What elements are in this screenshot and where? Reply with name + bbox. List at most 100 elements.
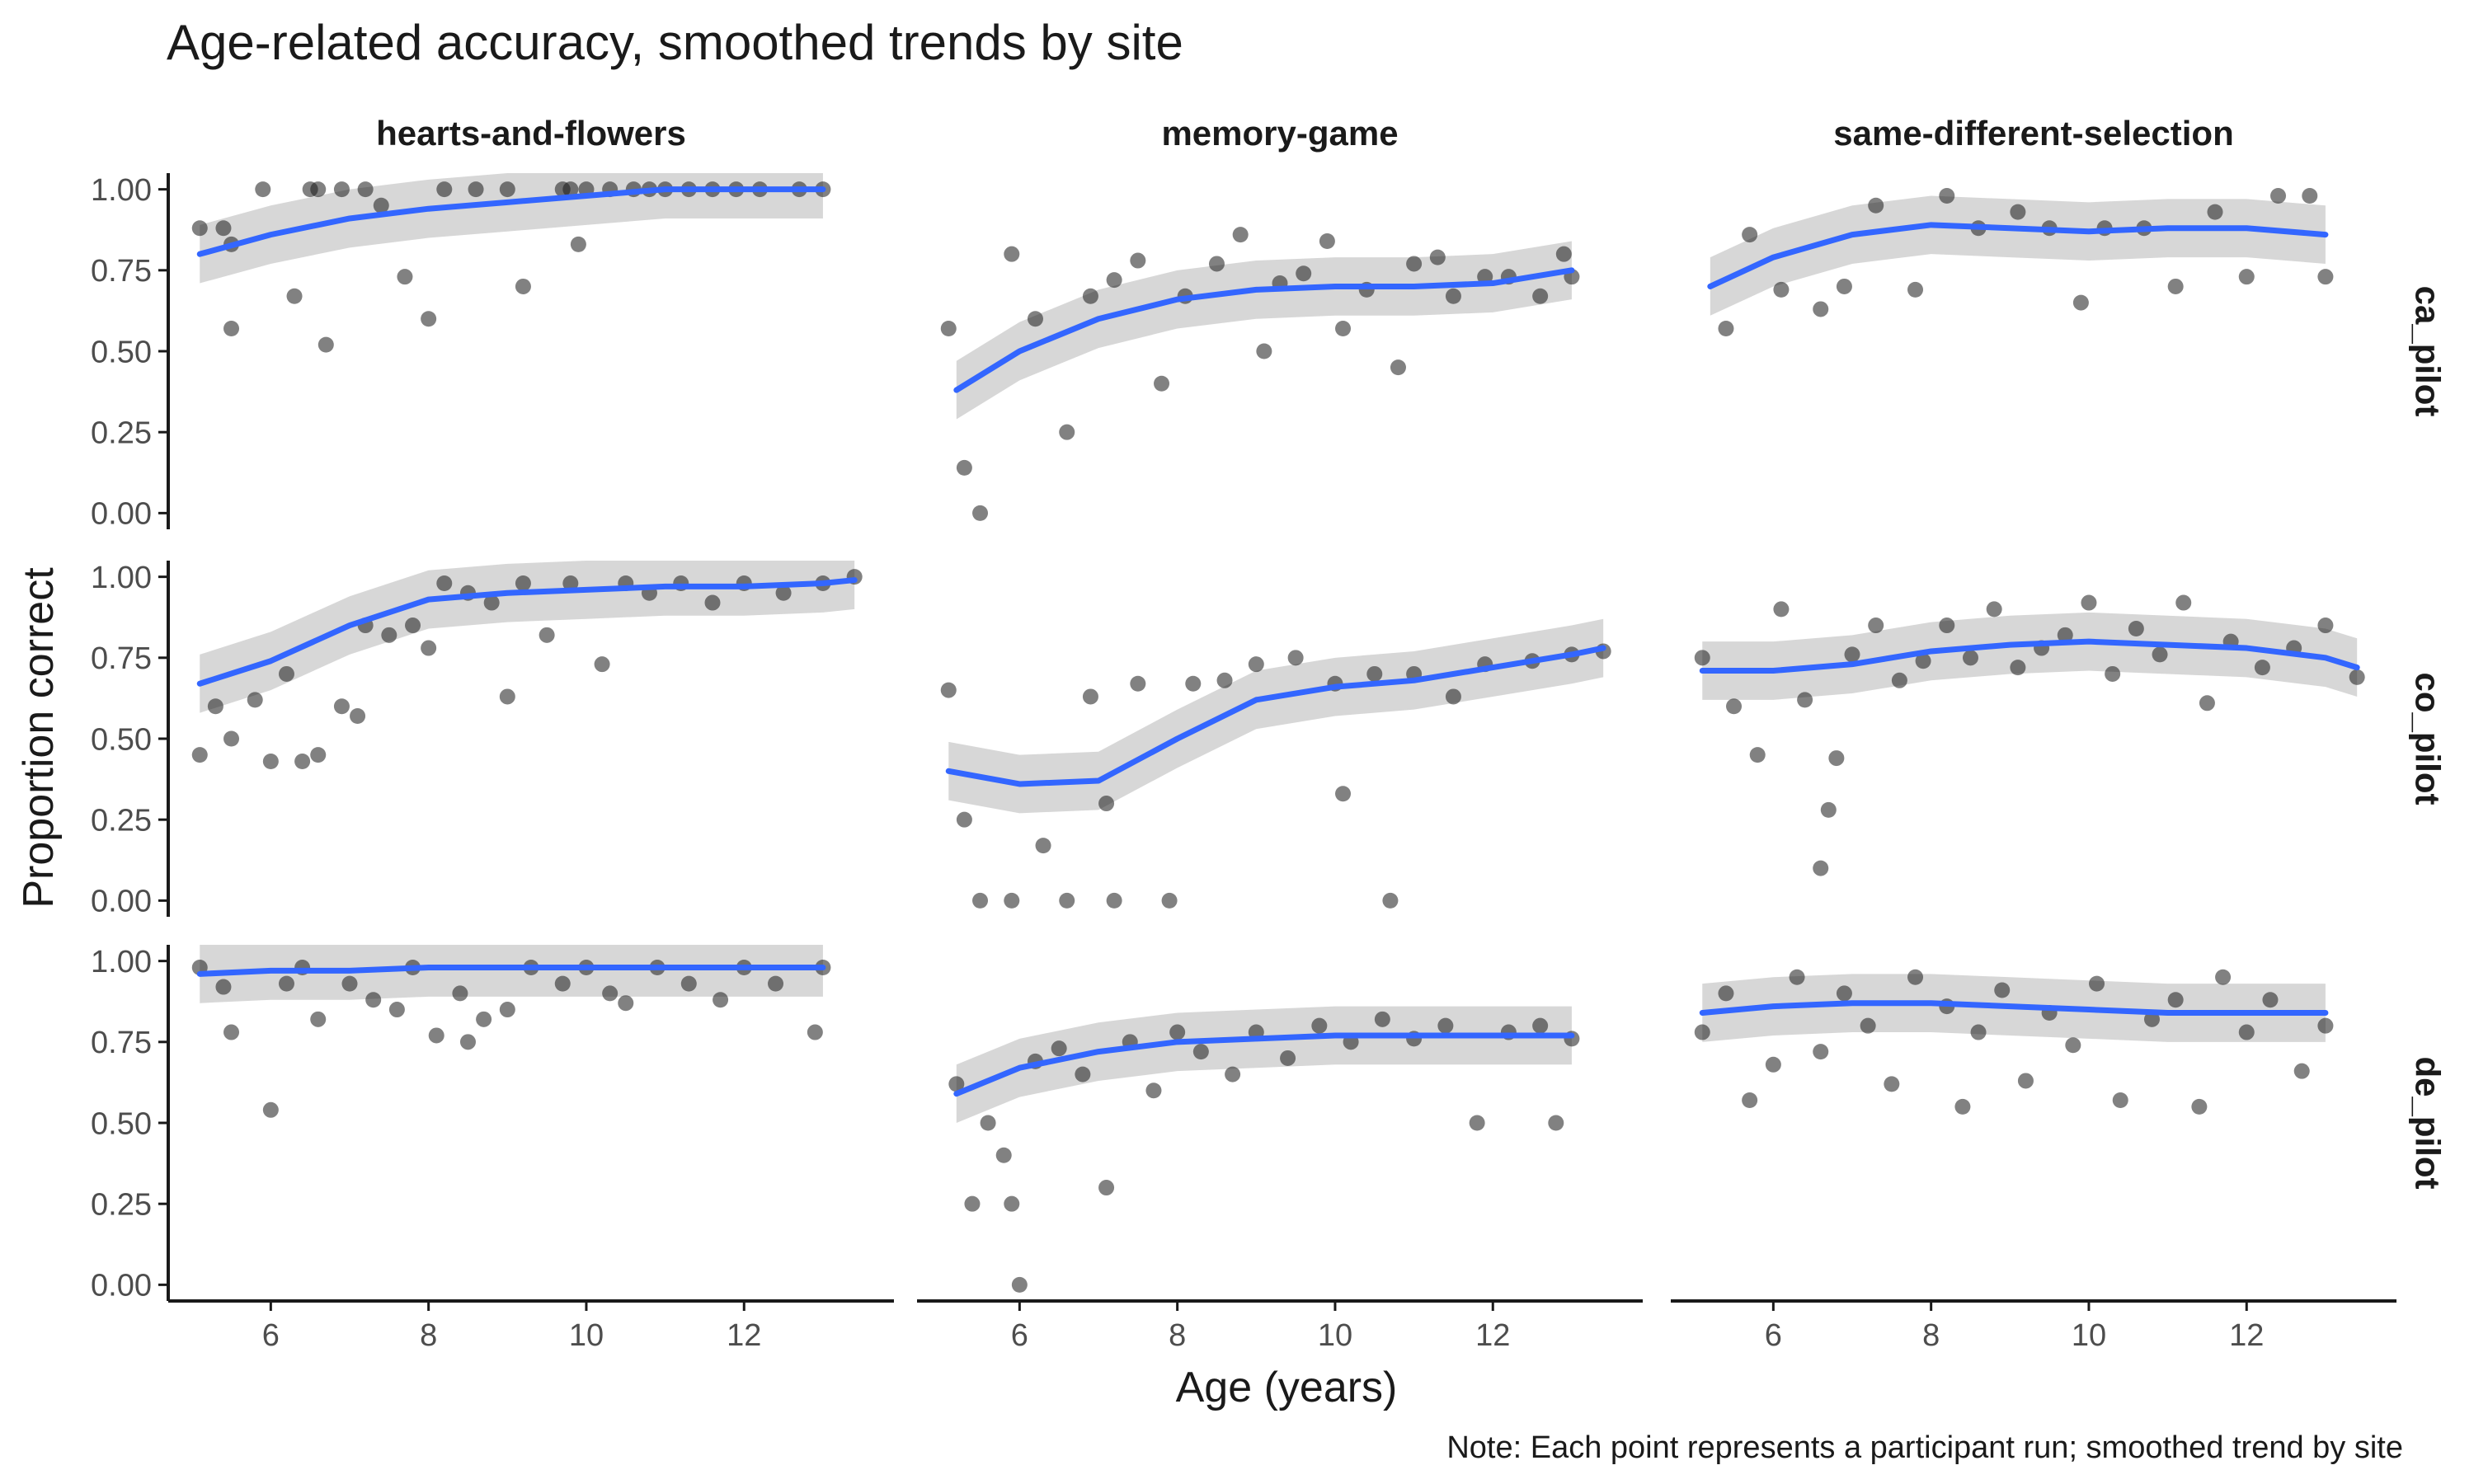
trend-line	[1699, 638, 2360, 674]
data-point	[333, 698, 350, 715]
data-point	[262, 1101, 279, 1118]
data-point	[515, 278, 531, 294]
data-point	[1335, 786, 1352, 802]
chart-title: Age-related accuracy, smoothed trends by…	[167, 15, 1183, 70]
trend-line	[1699, 1000, 2329, 1016]
data-point	[1844, 646, 1860, 663]
data-point	[1390, 359, 1406, 376]
data-point	[1130, 675, 1146, 692]
data-point	[1986, 601, 2002, 618]
data-point	[1694, 1024, 1710, 1040]
data-point	[768, 975, 784, 992]
data-point	[310, 181, 327, 198]
x-tick-label: 10	[2072, 1318, 2106, 1353]
data-point	[1860, 1017, 1876, 1034]
data-point	[499, 181, 515, 198]
data-point	[1374, 1011, 1390, 1027]
data-point	[1011, 1276, 1028, 1293]
data-point	[2349, 669, 2365, 685]
data-point	[2238, 1024, 2255, 1040]
trend-line	[953, 1032, 1575, 1097]
data-point	[1868, 618, 1884, 634]
data-point	[1319, 232, 1335, 249]
data-point	[278, 665, 294, 682]
data-point	[207, 698, 223, 715]
data-point	[2302, 187, 2318, 204]
data-point	[2010, 204, 2026, 220]
data-point	[436, 575, 453, 591]
y-tick-label: 0.25	[91, 416, 152, 450]
data-point	[562, 575, 579, 591]
data-point	[468, 181, 484, 198]
data-point	[713, 992, 729, 1008]
data-point	[2128, 620, 2144, 636]
data-point	[1970, 1024, 1987, 1040]
data-point	[956, 811, 972, 828]
data-point	[1749, 747, 1766, 763]
data-point	[2105, 665, 2121, 682]
data-point	[1169, 1024, 1186, 1040]
x-tick-label: 10	[569, 1318, 604, 1353]
data-point	[1994, 982, 2011, 998]
data-point	[1718, 321, 1734, 337]
data-point	[381, 627, 397, 643]
data-point	[191, 220, 208, 237]
data-point	[1098, 1180, 1115, 1196]
data-point	[1145, 1082, 1162, 1099]
data-point	[436, 181, 453, 198]
data-point	[459, 1034, 476, 1050]
data-point	[1075, 1066, 1091, 1082]
y-tick-label: 1.00	[91, 945, 152, 979]
trend-line	[945, 645, 1606, 787]
data-point	[775, 585, 792, 601]
panel-memory-game-co_pilot	[940, 618, 1611, 909]
x-tick-label: 10	[1318, 1318, 1352, 1353]
data-point	[2199, 695, 2215, 711]
data-point	[278, 975, 294, 992]
trend-line	[196, 186, 826, 257]
data-point	[1296, 265, 1312, 282]
trend-line	[953, 267, 1575, 393]
data-point	[539, 627, 555, 643]
data-point	[1469, 1115, 1485, 1131]
y-tick-label: 0.50	[91, 722, 152, 757]
data-point	[286, 288, 303, 304]
x-tick-label: 6	[1011, 1318, 1028, 1353]
panel-memory-game-de_pilot	[948, 1006, 1580, 1293]
column-strip-label: same-different-selection	[1833, 114, 2233, 153]
data-point	[2317, 618, 2334, 634]
data-point	[1445, 688, 1461, 705]
data-point	[1765, 1056, 1781, 1073]
y-axis-title: Proportion correct	[15, 567, 63, 909]
chart-caption: Note: Each point represents a participan…	[1446, 1430, 2403, 1465]
data-point	[515, 575, 531, 591]
data-point	[940, 321, 957, 337]
data-point	[365, 992, 382, 1008]
data-point	[1954, 1098, 1971, 1115]
data-point	[1962, 650, 1978, 666]
confidence-band	[1702, 612, 2358, 700]
data-point	[1429, 249, 1446, 265]
data-point	[1366, 665, 1383, 682]
data-point	[940, 682, 957, 698]
data-point	[1154, 375, 1170, 392]
column-strip-label: memory-game	[1161, 114, 1398, 153]
data-point	[1035, 838, 1051, 854]
data-point	[1004, 1195, 1020, 1212]
data-point	[1813, 860, 1829, 876]
data-point	[1185, 675, 1202, 692]
data-point	[1248, 656, 1264, 673]
data-point	[1555, 246, 1572, 262]
data-point	[373, 197, 389, 214]
data-point	[948, 1076, 965, 1092]
trend-line	[1707, 222, 2329, 289]
y-tick-label: 0.50	[91, 335, 152, 369]
data-point	[247, 692, 263, 708]
x-axis-title: Age (years)	[1176, 1364, 1398, 1411]
data-point	[2262, 992, 2279, 1008]
data-point	[1004, 892, 1020, 909]
trend-line	[196, 577, 858, 687]
data-point	[1059, 892, 1075, 909]
data-point	[357, 181, 374, 198]
